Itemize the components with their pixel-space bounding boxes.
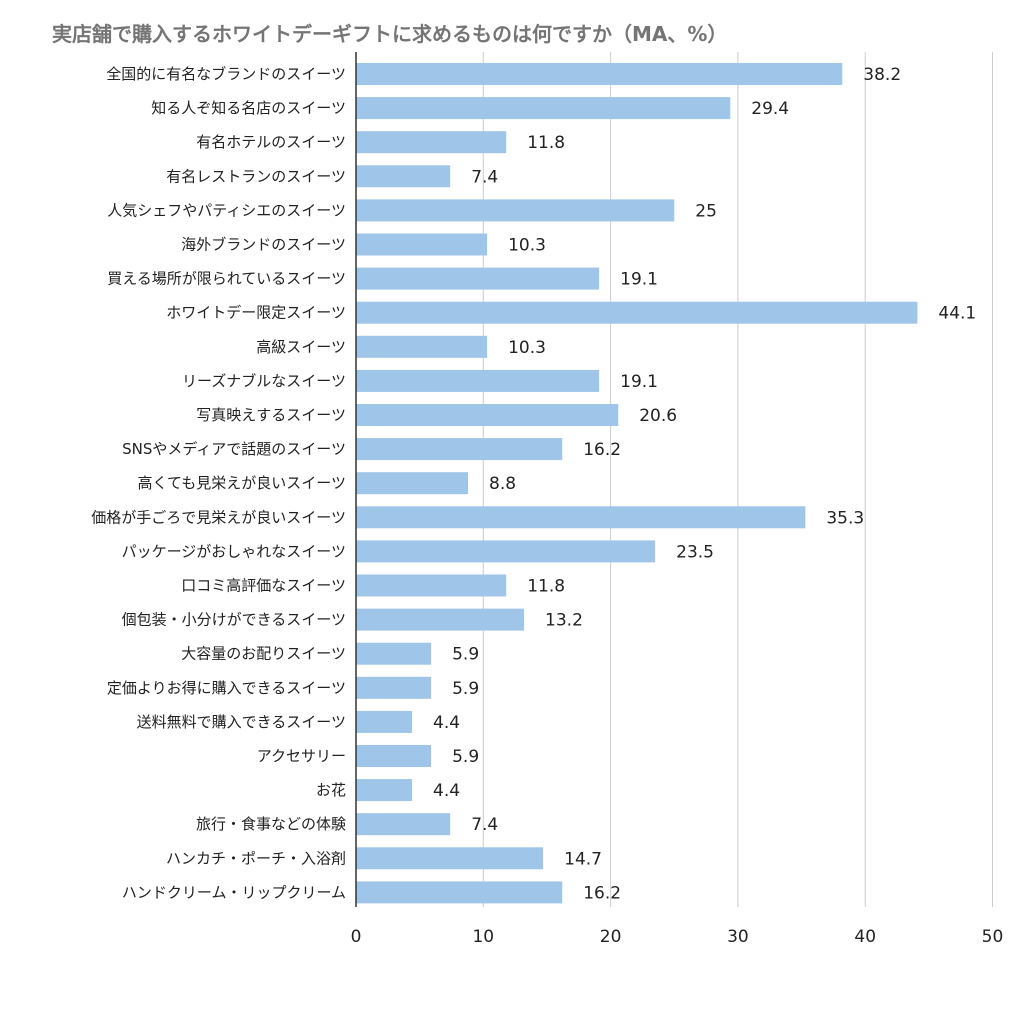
bar (356, 97, 731, 120)
data-label: 13.2 (545, 611, 583, 631)
category-label: 全国的に有名なブランドのスイーツ (106, 65, 346, 83)
bar (356, 574, 507, 597)
bar (356, 813, 451, 836)
data-label: 4.4 (433, 781, 460, 801)
category-label: 人気シェフやパティシエのスイーツ (107, 201, 346, 219)
category-labels: 全国的に有名なブランドのスイーツ知る人ぞ知る名店のスイーツ有名ホテルのスイーツ有… (91, 65, 346, 901)
bar (356, 506, 806, 529)
bar (356, 438, 563, 461)
category-label: 大容量のお配りスイーツ (181, 645, 346, 663)
data-label: 7.4 (471, 167, 498, 187)
category-label: お花 (316, 781, 346, 799)
category-label: 写真映えするスイーツ (196, 406, 346, 424)
data-label: 19.1 (620, 372, 658, 392)
category-label: 送料無料で購入できるスイーツ (137, 713, 346, 731)
category-label: ハンドクリーム・リップクリーム (122, 883, 346, 901)
data-label: 19.1 (620, 270, 658, 290)
x-tick-label: 50 (982, 927, 1004, 947)
data-label: 7.4 (471, 815, 498, 835)
bar (356, 779, 413, 802)
data-label: 29.4 (751, 99, 789, 119)
category-label: アクセサリー (257, 747, 346, 765)
x-tick-label: 30 (727, 927, 749, 947)
bar (356, 199, 675, 222)
bar (356, 881, 563, 904)
bar (356, 404, 619, 426)
bar (356, 301, 918, 324)
data-label: 5.9 (452, 747, 479, 767)
category-label: 定価よりお得に購入できるスイーツ (107, 679, 346, 697)
data-label: 44.1 (938, 304, 976, 324)
category-label: リーズナブルなスイーツ (182, 372, 346, 390)
category-label: 価格が手ごろで見栄えが良いスイーツ (91, 508, 346, 526)
bar (356, 540, 656, 563)
bar (356, 847, 544, 870)
data-label: 14.7 (564, 849, 602, 869)
chart-title: 実店舗で購入するホワイトデーギフトに求めるものは何ですか（MA、%） (52, 22, 727, 46)
category-label: 個包装・小分けができるスイーツ (122, 611, 346, 629)
x-tick-label: 0 (351, 927, 362, 947)
bar (356, 676, 432, 699)
data-label: 16.2 (583, 440, 621, 460)
category-label: 買える場所が限られているスイーツ (107, 270, 346, 288)
bar (356, 710, 413, 733)
data-label: 11.8 (527, 577, 565, 597)
bars (356, 63, 918, 904)
value-labels: 38.2 29.4 11.8 7.4 25 10.3 19.1 44.1 10.3 19.1 20.… (433, 65, 976, 903)
category-label: パッケージがおしゃれなスイーツ (122, 542, 346, 560)
bar (356, 63, 843, 85)
data-label: 11.8 (527, 133, 565, 153)
bar (356, 608, 525, 631)
category-label: 知る人ぞ知る名店のスイーツ (151, 99, 346, 117)
category-label: ホワイトデー限定スイーツ (166, 304, 346, 322)
category-label: 有名ホテルのスイーツ (196, 133, 346, 151)
category-label: 高級スイーツ (256, 338, 346, 356)
data-label: 5.9 (452, 679, 479, 699)
data-label: 10.3 (508, 236, 546, 256)
category-label: SNSやメディアで話題のスイーツ (122, 440, 346, 458)
data-label: 5.9 (452, 645, 479, 665)
category-label: 有名レストランのスイーツ (166, 167, 346, 185)
data-label: 38.2 (863, 65, 901, 85)
bar (356, 335, 488, 358)
category-label: 口コミ高評価なスイーツ (181, 577, 346, 595)
data-label: 20.6 (639, 406, 677, 426)
category-label: 旅行・食事などの体験 (196, 815, 346, 833)
bar (356, 472, 469, 495)
bar (356, 131, 507, 154)
x-tick-label: 10 (472, 927, 494, 947)
data-label: 8.8 (489, 474, 516, 494)
category-label: ハンカチ・ポーチ・入浴剤 (166, 849, 346, 867)
x-axis-ticks: 0 10 20 30 40 50 (351, 927, 1004, 947)
data-label: 10.3 (508, 338, 546, 358)
bar (356, 267, 600, 290)
x-tick-label: 40 (854, 927, 876, 947)
category-label: 高くても見栄えが良いスイーツ (137, 474, 346, 492)
bar (356, 369, 600, 392)
bar (356, 165, 451, 188)
data-label: 4.4 (433, 713, 460, 733)
bar (356, 745, 432, 767)
data-label: 35.3 (826, 508, 864, 528)
bar (356, 233, 488, 256)
data-label: 23.5 (676, 542, 714, 562)
gridlines (482, 52, 993, 907)
category-label: 海外ブランドのスイーツ (181, 236, 346, 254)
x-tick-label: 20 (600, 927, 622, 947)
bar (356, 642, 432, 665)
data-label: 25 (695, 201, 717, 221)
data-label: 16.2 (583, 883, 621, 903)
